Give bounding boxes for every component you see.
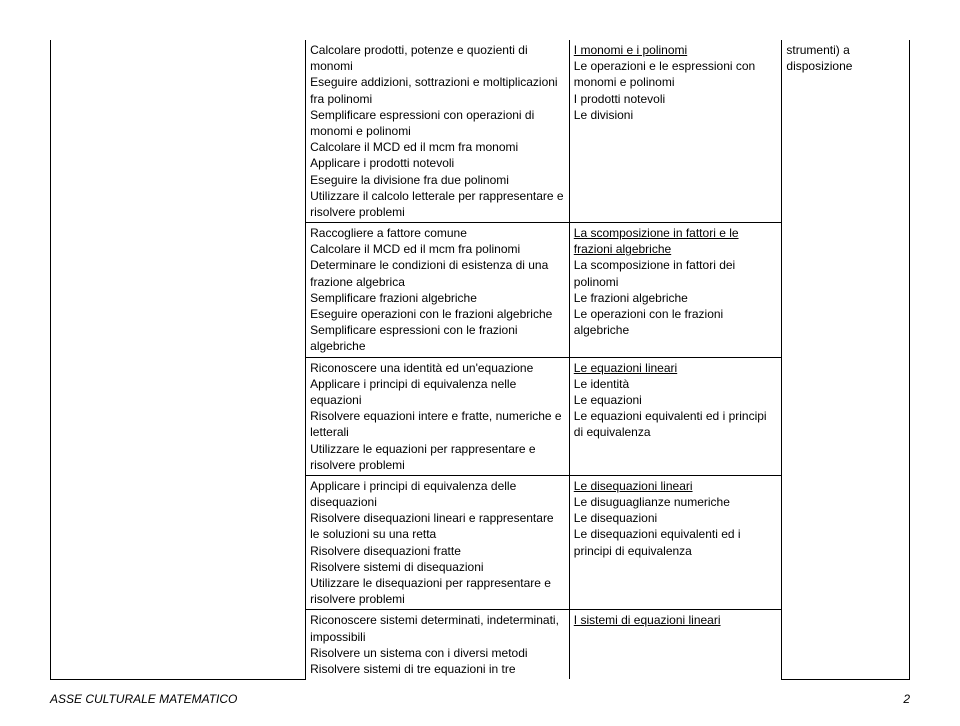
col-abilita: Riconoscere sistemi determinati, indeter…	[306, 610, 570, 679]
footer-left: ASSE CULTURALE MATEMATICO	[50, 692, 237, 706]
content-table: Calcolare prodotti, potenze e quozienti …	[50, 40, 910, 680]
col-conoscenze: I sistemi di equazioni lineari	[569, 610, 782, 679]
col-abilita: Riconoscere una identità ed un'equazione…	[306, 357, 570, 475]
col-empty	[51, 223, 306, 358]
col-conoscenze: La scomposizione in fattori e le frazion…	[569, 223, 782, 358]
col-conoscenze: Le equazioni lineariLe identitàLe equazi…	[569, 357, 782, 475]
col-strumenti	[782, 475, 910, 610]
col-empty	[51, 475, 306, 610]
col-abilita: Calcolare prodotti, potenze e quozienti …	[306, 40, 570, 223]
col-strumenti	[782, 223, 910, 358]
page-footer: ASSE CULTURALE MATEMATICO 2	[50, 692, 910, 706]
col-strumenti	[782, 610, 910, 679]
col-conoscenze: Le disequazioni lineariLe disuguaglianze…	[569, 475, 782, 610]
col-abilita: Applicare i principi di equivalenza dell…	[306, 475, 570, 610]
col-empty	[51, 357, 306, 475]
col-conoscenze: I monomi e i polinomiLe operazioni e le …	[569, 40, 782, 223]
col-strumenti	[782, 357, 910, 475]
col-strumenti: strumenti) a disposizione	[782, 40, 910, 223]
col-abilita: Raccogliere a fattore comuneCalcolare il…	[306, 223, 570, 358]
col-empty	[51, 40, 306, 223]
col-empty	[51, 610, 306, 679]
footer-right: 2	[903, 692, 910, 706]
